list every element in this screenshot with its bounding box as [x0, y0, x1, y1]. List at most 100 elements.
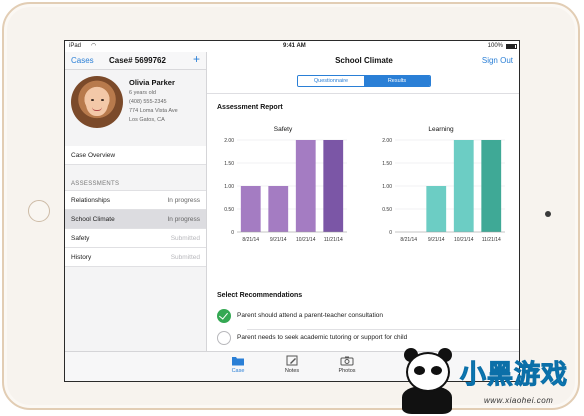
list-item-label: Relationships: [71, 197, 111, 204]
safety-chart: Safety 0 0.50 1.00 1.50 2.00 8/21/14 9/21/14 10…: [213, 126, 353, 276]
home-button[interactable]: [28, 200, 50, 222]
camera-icon: [340, 356, 354, 366]
bar: [481, 140, 502, 232]
battery-icon: [506, 44, 517, 49]
panda-eye: [414, 366, 425, 375]
x-tick-label: 9/21/14: [428, 237, 445, 243]
watermark-logo: 小黑游戏 www.xiaohei.com: [388, 344, 584, 416]
unchecked-circle-icon[interactable]: [217, 331, 231, 345]
learning-chart-plot: 0 0.50 1.00 1.50 2.00 8/21/14 9/21/14 10/21/14 1…: [382, 138, 505, 243]
case-number-title: Case# 5699762: [109, 56, 166, 65]
view-segmented-control: Questionnaire Results: [297, 75, 431, 87]
client-city: Los Gatos, CA: [129, 117, 165, 123]
bar: [295, 140, 316, 232]
main-navbar: School Climate Sign Out: [207, 52, 519, 70]
sidebar-item-history[interactable]: History Submitted: [65, 248, 206, 267]
sidebar-item-relationships[interactable]: Relationships In progress: [65, 191, 206, 210]
bar: [323, 140, 344, 232]
y-tick-label: 2.00: [224, 138, 234, 144]
recommendations-title: Select Recommendations: [217, 292, 303, 299]
tab-photos[interactable]: Photos: [327, 355, 367, 374]
x-tick-label: 11/21/14: [482, 237, 501, 243]
sign-out-button[interactable]: Sign Out: [481, 56, 513, 65]
profile-info: Olivia Parker 6 years old (408) 555-2345…: [129, 78, 178, 123]
page-title: School Climate: [335, 56, 393, 65]
tab-notes[interactable]: Notes: [272, 355, 312, 374]
add-icon[interactable]: +: [192, 52, 200, 66]
learning-chart: Learning 0 0.50 1.00 1.50 2.00 8/21/14 9/21/14…: [371, 126, 511, 276]
x-tick-label: 9/21/14: [270, 237, 287, 243]
tab-questionnaire[interactable]: Questionnaire: [298, 76, 364, 86]
app-screen: iPad ◠ 9:41 AM 100% Cases Case# 5699762 …: [64, 40, 520, 382]
tab-results[interactable]: Results: [364, 76, 430, 86]
bar: [240, 186, 261, 232]
x-tick-label: 8/21/14: [242, 237, 259, 243]
main-panel: School Climate Sign Out Questionnaire Re…: [207, 52, 519, 351]
recommendation-item[interactable]: Parent should attend a parent-teacher co…: [217, 309, 519, 330]
status-badge: In progress: [167, 197, 200, 204]
client-phone[interactable]: (408) 555-2345: [129, 99, 167, 105]
status-bar: iPad ◠ 9:41 AM 100%: [65, 41, 519, 52]
front-camera: [545, 211, 551, 217]
status-badge: In progress: [167, 216, 200, 223]
divider: [207, 93, 519, 94]
y-tick-label: 1.50: [382, 161, 392, 167]
list-item-label: History: [71, 254, 92, 261]
assessment-report-title: Assessment Report: [217, 104, 283, 111]
carrier-label: iPad: [69, 43, 82, 49]
y-tick-label: 1.50: [224, 161, 234, 167]
client-name: Olivia Parker: [129, 78, 175, 87]
battery-percent: 100%: [487, 43, 503, 49]
chart-title: Safety: [273, 126, 293, 133]
tab-label: Case: [231, 368, 245, 374]
recommendation-text: Parent should attend a parent-teacher co…: [237, 312, 383, 319]
safety-chart-plot: 0 0.50 1.00 1.50 2.00 8/21/14 9/21/14 10/21/14 1…: [224, 138, 347, 243]
y-tick-label: 0: [389, 230, 392, 236]
sidebar-item-school-climate[interactable]: School Climate In progress: [65, 210, 206, 229]
case-sidebar: Cases Case# 5699762 + Olivia Parker 6 ye…: [65, 52, 207, 381]
recommendation-item[interactable]: Parent needs to seek academic tutoring o…: [217, 331, 507, 347]
client-profile: Olivia Parker 6 years old (408) 555-2345…: [65, 70, 206, 146]
list-item-label: Case Overview: [71, 152, 116, 159]
status-badge: Submitted: [170, 235, 200, 242]
folder-icon: [232, 357, 244, 366]
x-tick-label: 8/21/14: [400, 237, 417, 243]
y-tick-label: 0: [231, 230, 234, 236]
y-tick-label: 2.00: [382, 138, 392, 144]
bar: [426, 186, 447, 232]
list-item-label: School Climate: [71, 216, 115, 223]
y-tick-label: 1.00: [382, 184, 392, 190]
case-overview-item[interactable]: Case Overview: [65, 146, 206, 165]
sidebar-item-safety[interactable]: Safety Submitted: [65, 229, 206, 248]
back-to-cases-link[interactable]: Cases: [71, 56, 94, 65]
panda-eye: [431, 366, 442, 375]
assessments-header: ASSESSMENTS: [65, 179, 206, 191]
client-age: 6 years old: [129, 90, 156, 96]
watermark-text: 小黑游戏: [459, 359, 569, 390]
bar: [268, 186, 289, 232]
watermark-url: www.xiaohei.com: [484, 396, 554, 405]
chart-title: Learning: [428, 126, 454, 133]
assessments-list: Relationships In progress School Climate…: [65, 191, 206, 267]
tab-case[interactable]: Case: [218, 355, 258, 374]
list-item-label: Safety: [71, 235, 90, 242]
bar: [453, 140, 474, 232]
recommendation-text: Parent needs to seek academic tutoring o…: [237, 334, 408, 341]
client-street: 774 Loma Vista Ave: [129, 108, 178, 114]
x-tick-label: 10/21/14: [454, 237, 474, 243]
section-spacer: [65, 165, 206, 179]
y-tick-label: 1.00: [224, 184, 234, 190]
checkmark-icon[interactable]: [217, 309, 231, 323]
y-tick-label: 0.50: [382, 207, 392, 213]
panda-mascot-head: [406, 352, 450, 392]
divider: [247, 329, 519, 330]
overview-list: Case Overview: [65, 146, 206, 165]
avatar: [71, 76, 123, 128]
wifi-icon: ◠: [91, 43, 97, 49]
status-badge: Submitted: [170, 254, 200, 261]
y-tick-label: 0.50: [224, 207, 234, 213]
clock: 9:41 AM: [283, 43, 306, 49]
x-tick-label: 11/21/14: [324, 237, 343, 243]
tab-label: Notes: [284, 368, 300, 374]
x-tick-label: 10/21/14: [296, 237, 316, 243]
